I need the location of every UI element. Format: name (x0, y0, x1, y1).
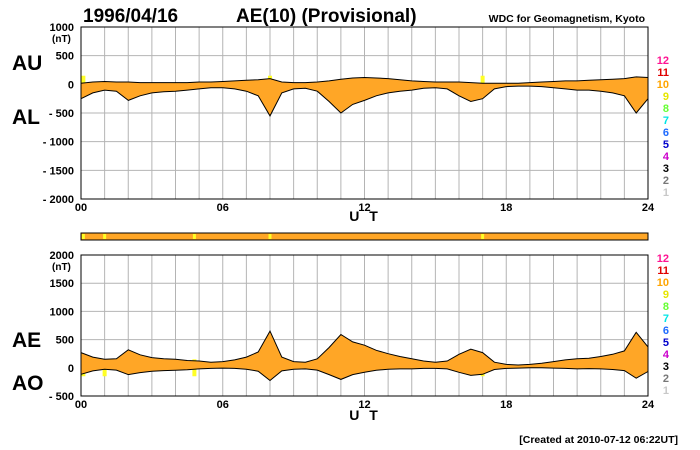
legend-entry: 1 (663, 385, 669, 397)
legend-entry: 8 (663, 301, 669, 313)
panel1-series (80, 76, 649, 117)
legend-entry: 6 (663, 127, 669, 139)
x-tick-label: 00 (75, 399, 87, 411)
y-tick-label: 2000 (50, 250, 74, 262)
y-tick-label: - 1500 (43, 165, 74, 177)
x-tick-label: 06 (217, 202, 229, 214)
legend-entry: 5 (663, 139, 669, 151)
series-line-au (80, 76, 649, 84)
series-line-al (80, 85, 649, 117)
panel1-y-ticks: 1000 500 0 - 500 - 1000 - 1500 - 2000 (43, 22, 74, 206)
strip-highlight (192, 234, 196, 239)
legend-entry: 1 (663, 187, 669, 199)
legend-entry: 11 (657, 67, 669, 79)
x-tick-label: 18 (500, 202, 512, 214)
legend-entry: 4 (663, 349, 670, 361)
panel2-unit: (nT) (52, 262, 71, 273)
y-tick-label: - 500 (49, 391, 74, 403)
legend-entry: 3 (663, 361, 669, 373)
chart-date: 1996/04/16 (83, 6, 178, 27)
strip-highlight (103, 234, 107, 239)
chart-title: AE(10) (Provisional) (236, 6, 417, 27)
x-tick-label: 12 (358, 202, 370, 214)
panel2-grid (81, 254, 648, 397)
panel2-frame (80, 254, 649, 397)
x-tick-label: 24 (642, 399, 655, 411)
legend-entry: 7 (663, 313, 669, 325)
x-tick-label: 06 (217, 399, 229, 411)
panel2-y-ticks: 2000 1500 1000 500 0 - 500 (49, 250, 74, 403)
y-tick-label: 500 (56, 335, 74, 347)
strip-highlight (268, 234, 272, 239)
y-tick-label: 0 (68, 363, 74, 375)
quality-strip (80, 232, 649, 241)
legend-entry: 12 (657, 55, 669, 67)
legend-entry: 9 (663, 91, 669, 103)
y-tick-label: 0 (68, 79, 74, 91)
x-tick-label: 18 (500, 399, 512, 411)
y-tick-label: - 2000 (43, 194, 74, 206)
legend-entry: 4 (663, 151, 670, 163)
x-tick-label: 00 (75, 202, 87, 214)
y-tick-label: 1500 (50, 278, 74, 290)
y-tick-label: 500 (56, 51, 74, 63)
panel2-xlabel: U T (349, 407, 381, 423)
panel1-frame (80, 26, 649, 200)
panel2-series (80, 329, 649, 382)
al-label: AL (12, 106, 40, 129)
legend-entry: 2 (663, 175, 669, 187)
au-label: AU (12, 52, 42, 75)
legend-entry: 3 (663, 163, 669, 175)
legend-entry: 12 (657, 253, 669, 265)
panel2-x-ticks: 00 06 12 18 24 (75, 399, 655, 411)
panel1-unit: (nT) (52, 34, 71, 45)
series-line-ae (80, 329, 649, 366)
legend-entry: 11 (657, 265, 669, 277)
legend-entry: 10 (657, 277, 669, 289)
x-tick-label: 24 (642, 202, 655, 214)
created-timestamp: [Created at 2010-07-12 06:22UT] (519, 434, 678, 446)
legend-entry: 9 (663, 289, 669, 301)
y-tick-label: 1000 (50, 22, 74, 34)
panel1-xlabel: U T (349, 208, 381, 224)
y-tick-label: - 1000 (43, 137, 74, 149)
legend-entry: 5 (663, 337, 669, 349)
strip-highlight (481, 234, 485, 239)
series-line-ao (80, 367, 649, 382)
panel1-grid (81, 26, 648, 200)
y-tick-label: 1000 (50, 306, 74, 318)
legend-entry: 10 (657, 79, 669, 91)
legend-entry: 6 (663, 325, 669, 337)
x-tick-label: 12 (358, 399, 370, 411)
legend-entry: 8 (663, 103, 669, 115)
data-source: WDC for Geomagnetism, Kyoto (489, 13, 645, 25)
panel1-x-ticks: 00 06 12 18 24 (75, 202, 655, 214)
ae-label: AE (12, 329, 41, 352)
legend-entry: 2 (663, 373, 669, 385)
area-fill (81, 76, 648, 116)
y-tick-label: - 500 (49, 108, 74, 120)
strip-highlight (81, 234, 85, 239)
legend-entry: 7 (663, 115, 669, 127)
quality-strip-highlights (81, 234, 485, 239)
ao-label: AO (12, 372, 44, 395)
